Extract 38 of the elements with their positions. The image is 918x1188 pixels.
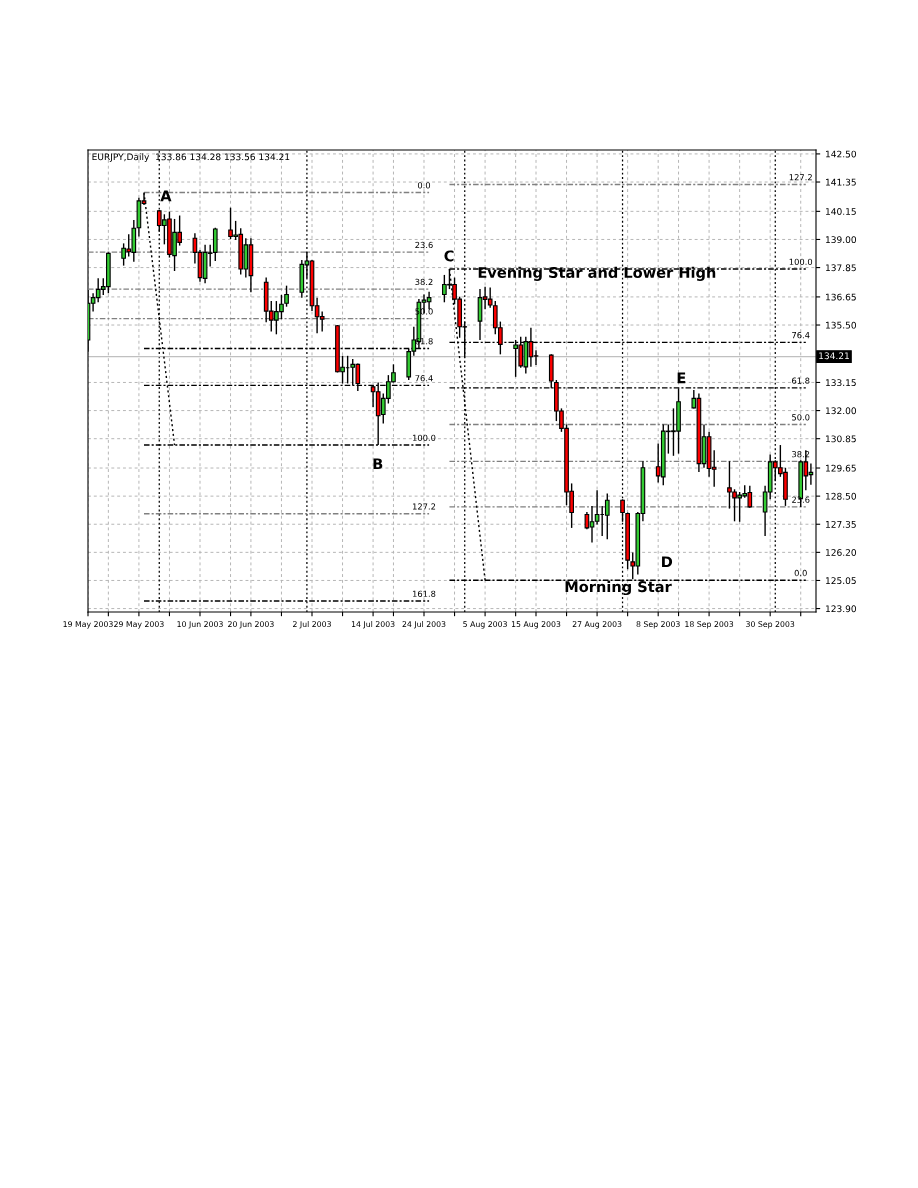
- annotation: 100.0: [789, 258, 813, 265]
- annotation: Evening Star and Lower High: [478, 266, 716, 281]
- y-tick-label: 125.05: [826, 577, 856, 585]
- annotation: 100.0: [412, 434, 436, 441]
- annotation: 127.2: [412, 503, 436, 510]
- annotation: C: [444, 250, 454, 262]
- annotation: 23.6: [415, 241, 433, 249]
- chart-title: EURJPY,Daily 133.86 134.28 133.56 134.21: [92, 153, 290, 162]
- y-tick-label: 129.65: [826, 464, 856, 472]
- annotation: B: [373, 458, 383, 470]
- annotation: 76.4: [415, 375, 433, 382]
- y-tick-label: 135.50: [826, 321, 857, 329]
- y-tick-label: 132.00: [826, 407, 857, 415]
- annotation: 161.8: [412, 590, 436, 597]
- annotation: 76.4: [792, 332, 810, 339]
- annotation: 61.8: [792, 377, 810, 384]
- y-tick-label: 127.35: [826, 520, 856, 528]
- annotation: 50.0: [792, 414, 810, 421]
- y-tick-label: 136.65: [826, 293, 856, 301]
- y-tick-label: 126.20: [826, 549, 857, 556]
- ref-line-label: 134.21: [819, 352, 849, 360]
- y-tick-label: 141.35: [826, 178, 856, 186]
- annotation: 0.0: [417, 182, 431, 189]
- annotation: Morning Star: [565, 580, 672, 596]
- y-tick-label: 130.85: [826, 435, 856, 443]
- annotation: E: [677, 372, 686, 384]
- y-tick-label: 128.50: [826, 492, 857, 500]
- annotation: 38.2: [415, 278, 433, 286]
- y-tick-label: 139.00: [826, 236, 857, 244]
- y-tick-label: 133.15: [826, 379, 856, 387]
- y-tick-label: 140.15: [826, 208, 856, 215]
- y-tick-label: 142.50: [826, 150, 857, 158]
- annotation: A: [160, 190, 172, 202]
- annotation: D: [662, 556, 673, 568]
- annotation: 127.2: [789, 174, 812, 181]
- annotation: 0.0: [794, 569, 807, 577]
- y-tick-label: 123.90: [826, 605, 857, 613]
- y-tick-label: 137.85: [826, 264, 856, 272]
